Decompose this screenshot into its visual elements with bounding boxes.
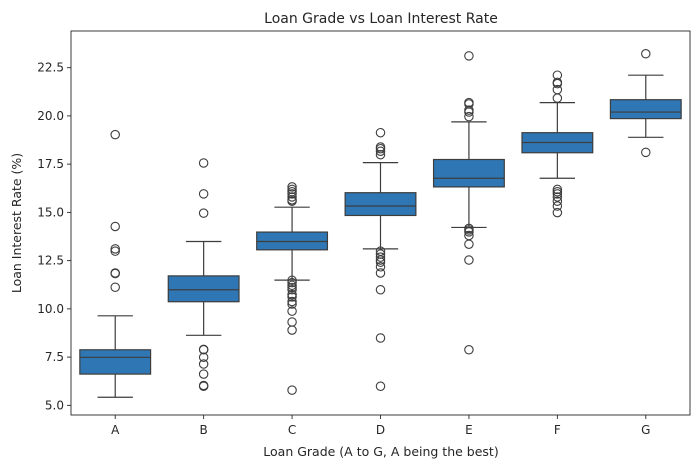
- outlier-c: [287, 285, 297, 295]
- outlier-e: [464, 105, 474, 115]
- outlier-e: [464, 111, 474, 122]
- box-b: [167, 275, 240, 303]
- y-tick-label: 20.0: [37, 109, 64, 123]
- x-tick-label: A: [111, 423, 120, 437]
- outlier-d: [375, 249, 386, 259]
- outlier-f: [552, 70, 563, 80]
- outlier-c: [287, 280, 297, 291]
- y-tick-label: 22.5: [37, 61, 64, 75]
- box-d: [344, 192, 417, 217]
- y-tick-label: 5.0: [45, 398, 64, 412]
- outlier-e: [464, 255, 474, 265]
- outlier-c: [287, 296, 297, 307]
- outlier-c: [287, 306, 297, 316]
- outlier-e: [464, 223, 474, 234]
- outlier-d: [375, 146, 386, 156]
- outlier-c: [287, 275, 297, 286]
- outlier-f: [552, 186, 563, 197]
- outlier-b: [198, 344, 209, 355]
- outlier-b: [198, 369, 209, 379]
- x-tick-label: G: [641, 423, 650, 437]
- outlier-a: [110, 268, 120, 278]
- outlier-c: [287, 184, 297, 195]
- outlier-d: [375, 285, 386, 295]
- outlier-e: [464, 345, 474, 355]
- outlier-f: [552, 192, 563, 202]
- outlier-f: [552, 84, 563, 95]
- y-tick-label: 15.0: [37, 205, 64, 219]
- outlier-f: [552, 93, 563, 103]
- outlier-c: [287, 182, 297, 192]
- outlier-a: [110, 246, 120, 256]
- x-tick-label: F: [554, 423, 561, 437]
- y-tick-label: 10.0: [37, 302, 64, 316]
- outlier-c: [287, 317, 297, 327]
- box-g: [609, 99, 682, 120]
- outlier-g: [641, 147, 651, 158]
- outlier-f: [552, 77, 563, 88]
- outlier-c: [287, 325, 297, 335]
- outlier-e: [464, 230, 474, 241]
- outlier-c: [287, 385, 297, 395]
- outlier-c: [287, 186, 297, 197]
- outlier-a: [110, 129, 120, 140]
- x-axis: A B C D E F G: [111, 415, 650, 437]
- outlier-d: [375, 268, 386, 278]
- outlier-e: [464, 51, 474, 61]
- x-axis-title: Loan Grade (A to G, A being the best): [263, 444, 498, 459]
- box-a: [79, 349, 152, 375]
- outlier-c: [287, 277, 297, 288]
- outlier-d: [375, 142, 386, 152]
- chart-title: Loan Grade vs Loan Interest Rate: [264, 11, 498, 27]
- outlier-a: [110, 244, 120, 254]
- outlier-b: [198, 158, 209, 168]
- outlier-d: [375, 127, 386, 138]
- outlier-c: [287, 192, 297, 202]
- outlier-b: [198, 208, 209, 218]
- outlier-d: [375, 381, 386, 391]
- outlier-d: [375, 246, 386, 256]
- outlier-e: [464, 239, 474, 249]
- x-tick-label: D: [376, 423, 385, 437]
- outlier-f: [552, 196, 563, 206]
- y-tick-label: 17.5: [37, 157, 64, 171]
- box-e: [432, 158, 505, 188]
- outlier-d: [375, 149, 386, 160]
- x-tick-label: E: [465, 423, 473, 437]
- outlier-d: [375, 333, 386, 343]
- outlier-b: [198, 359, 209, 369]
- x-tick-label: C: [288, 423, 296, 437]
- outlier-g: [641, 49, 651, 59]
- outlier-b: [198, 380, 209, 391]
- y-axis-title: Loan Interest Rate (%): [9, 153, 24, 293]
- outlier-f: [552, 184, 563, 195]
- y-tick-label: 7.5: [45, 350, 64, 364]
- outlier-c: [287, 292, 297, 302]
- outlier-c: [287, 289, 297, 300]
- x-tick-label: B: [200, 423, 208, 437]
- y-tick-label: 12.5: [37, 254, 64, 268]
- outlier-e: [464, 97, 474, 108]
- outlier-f: [552, 201, 563, 211]
- outlier-c: [287, 299, 297, 309]
- outlier-b: [198, 189, 209, 199]
- plot-marks: [79, 49, 682, 398]
- outlier-d: [375, 252, 386, 262]
- outlier-f: [552, 207, 563, 218]
- y-axis: 5.0 7.5 10.0 12.5 15.0 17.5 20.0 22.5: [37, 61, 71, 412]
- outlier-d: [375, 262, 386, 272]
- outlier-a: [110, 221, 120, 232]
- outlier-a: [110, 282, 120, 293]
